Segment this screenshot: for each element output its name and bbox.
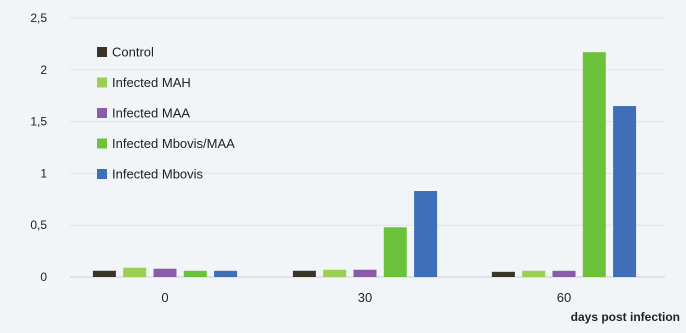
y-tick-label: 1 (40, 166, 47, 180)
bar-infected-mbovis-maa-30 (383, 227, 407, 277)
legend-swatch (97, 138, 107, 149)
bar-infected-mbovis-30 (414, 191, 438, 277)
x-tick-label: 0 (161, 290, 168, 305)
bar-infected-mbovis-maa-0 (183, 270, 207, 277)
x-tick-label: 30 (358, 290, 372, 305)
legend-swatch (97, 77, 107, 88)
legend-label: Infected Mbovis (112, 167, 204, 182)
bar-infected-mah-60 (522, 270, 546, 277)
bar-infected-mah-30 (323, 269, 347, 277)
y-tick-label: 1,5 (30, 115, 47, 129)
bar-infected-maa-0 (153, 268, 177, 277)
bar-control-0 (92, 270, 116, 277)
bar-infected-maa-30 (353, 269, 377, 277)
legend-label: Infected Mbovis/MAA (112, 136, 235, 151)
bar-control-60 (491, 271, 515, 277)
legend-swatch (97, 108, 107, 118)
y-tick-label: 0 (40, 270, 47, 284)
bars (92, 52, 637, 277)
bar-control-30 (292, 270, 316, 277)
legend-label: Infected MAH (112, 75, 191, 90)
legend-label: Infected MAA (112, 106, 190, 121)
legend-swatch (97, 169, 107, 179)
bar-infected-mbovis-maa-60 (582, 52, 606, 277)
x-axis-label: days post infection (571, 310, 680, 324)
bar-infected-mbovis-0 (214, 270, 238, 277)
y-tick-label: 2,5 (30, 11, 47, 25)
legend-swatch (97, 47, 107, 57)
bar-infected-mbovis-60 (613, 106, 637, 277)
x-tick-label: 60 (557, 290, 571, 305)
bar-infected-mah-0 (123, 267, 147, 277)
legend: Control Infected MAH Infected MAA Infected … (97, 45, 235, 182)
y-axis-ticks: 0 0,5 1 1,5 2 2,5 (30, 11, 47, 284)
y-tick-label: 2 (40, 63, 47, 77)
bar-infected-maa-60 (552, 270, 576, 277)
y-tick-label: 0,5 (30, 218, 47, 232)
x-axis-ticks: 0 30 60 (161, 290, 571, 305)
legend-label: Control (112, 45, 154, 60)
